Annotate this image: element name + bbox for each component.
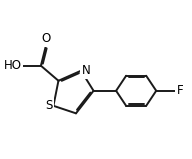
Text: S: S (46, 99, 53, 112)
Text: N: N (82, 64, 90, 77)
Text: O: O (41, 32, 50, 45)
Text: HO: HO (3, 59, 22, 72)
Text: F: F (177, 84, 184, 97)
